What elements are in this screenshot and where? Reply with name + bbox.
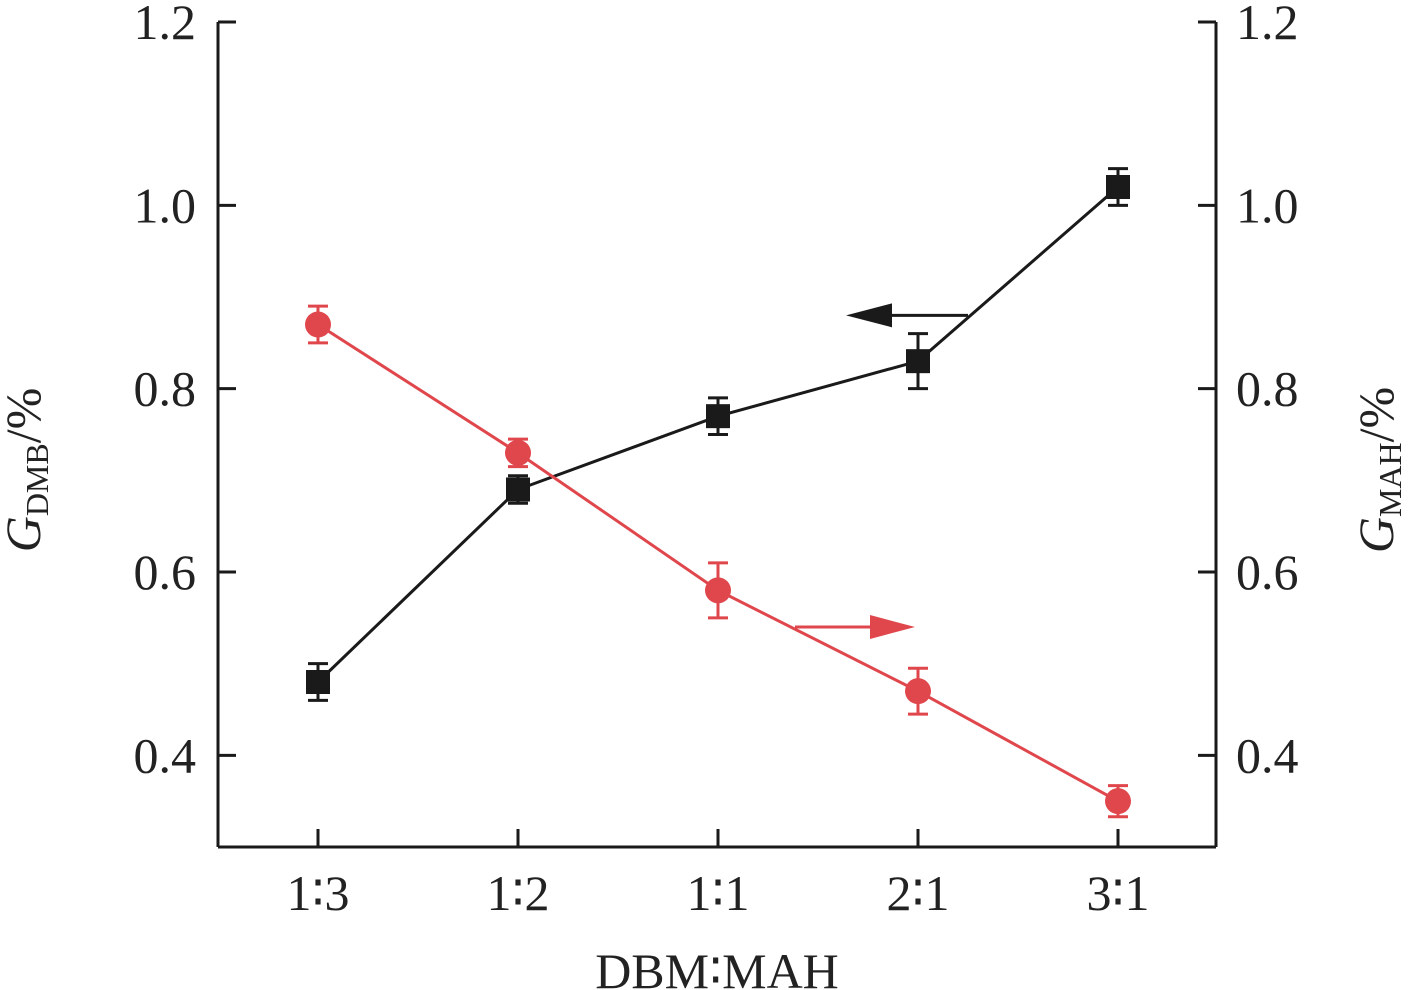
y-left-symbol: G — [0, 516, 51, 552]
y-left-unit: /% — [0, 388, 51, 444]
data-point-square — [906, 349, 930, 374]
y-axis-left-title: GDMB/% — [0, 388, 55, 553]
data-point-circle — [705, 577, 731, 604]
y-left-tick-label: 1.2 — [134, 0, 197, 50]
series-circle — [305, 304, 1131, 819]
arrow-right-head — [870, 615, 915, 639]
data-point-circle — [1105, 788, 1131, 815]
y-left-tick-label: 1.0 — [134, 177, 197, 233]
x-tick-label: 3∶1 — [1086, 865, 1149, 921]
x-tick-label: 2∶1 — [886, 865, 949, 921]
data-point-circle — [505, 439, 531, 466]
data-point-square — [306, 670, 330, 694]
y-left-tick-label: 0.6 — [134, 544, 197, 600]
y-right-tick-label: 0.6 — [1236, 544, 1299, 600]
arrow-left-head — [846, 303, 892, 328]
x-tick-label: 1∶1 — [686, 865, 749, 921]
data-point-square — [1106, 175, 1130, 199]
axis-arrows — [795, 303, 968, 639]
y-right-unit: /% — [1348, 387, 1404, 443]
x-axis-title: DBM∶MAH — [595, 943, 839, 990]
ticks: 0.4 0.6 0.8 1.0 1.2 0.4 0.6 0.8 1.0 1.2 1∶3 1∶2 1∶1 2… — [134, 0, 1299, 921]
y-axis-right-title: GMAH/% — [1348, 387, 1408, 553]
y-right-tick-label: 1.0 — [1236, 177, 1299, 233]
data-point-square — [506, 477, 530, 502]
y-left-subscript: DMB — [19, 443, 55, 516]
x-tick-label: 1∶3 — [286, 865, 349, 921]
y-right-tick-label: 1.2 — [1236, 0, 1299, 50]
y-right-tick-label: 0.4 — [1236, 727, 1299, 783]
x-tick-label: 1∶2 — [486, 865, 549, 921]
y-right-subscript: MAH — [1372, 442, 1408, 517]
series-square — [306, 167, 1130, 702]
series-layer — [305, 167, 1131, 819]
data-point-square — [706, 404, 730, 429]
y-left-tick-label: 0.4 — [134, 727, 197, 783]
data-point-circle — [305, 311, 331, 338]
y-right-tick-label: 0.8 — [1236, 361, 1299, 417]
y-right-symbol: G — [1348, 517, 1404, 553]
y-left-tick-label: 0.8 — [134, 361, 197, 417]
data-point-circle — [905, 678, 931, 705]
